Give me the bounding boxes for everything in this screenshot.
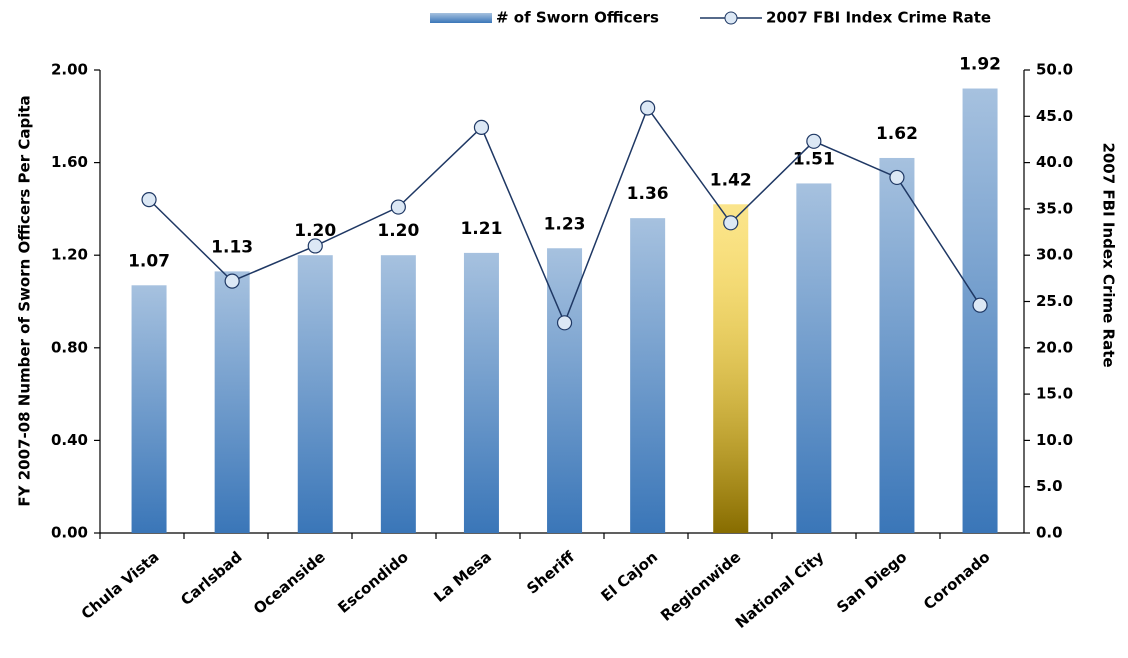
- y2-tick-label: 35.0: [1036, 199, 1073, 217]
- y2-tick-label: 5.0: [1036, 477, 1063, 495]
- line-marker: [224, 273, 240, 289]
- y-tick-label: 0.80: [51, 338, 88, 356]
- x-tick-label: National City: [732, 548, 828, 632]
- legend-label: # of Sworn Officers: [496, 9, 659, 27]
- line-marker: [390, 199, 406, 215]
- y2-tick-label: 50.0: [1036, 61, 1073, 79]
- line-marker: [640, 100, 656, 116]
- x-tick-label: Sheriff: [523, 547, 578, 598]
- y2-tick-label: 15.0: [1036, 385, 1073, 403]
- y2-tick-label: 30.0: [1036, 246, 1073, 264]
- y-tick-label: 0.40: [51, 431, 88, 449]
- data-label: 1.23: [544, 214, 586, 234]
- data-label: 1.36: [627, 184, 669, 204]
- line-marker: [806, 133, 822, 149]
- line-marker: [556, 315, 573, 331]
- y2-tick-label: 0.0: [1036, 524, 1063, 542]
- x-tick-label: Escondido: [334, 548, 411, 617]
- data-label: 1.51: [793, 149, 835, 169]
- data-label: 1.21: [460, 219, 502, 239]
- bar: [131, 285, 167, 533]
- y-axis-title: FY 2007-08 Number of Sworn Officers Per …: [16, 95, 34, 506]
- bar: [297, 255, 333, 533]
- line-marker: [723, 215, 739, 231]
- y2-tick-label: 40.0: [1036, 153, 1073, 171]
- data-label: 1.07: [128, 251, 170, 271]
- y-tick-label: 0.00: [51, 524, 88, 542]
- x-tick-label: El Cajon: [598, 548, 662, 605]
- y2-tick-label: 10.0: [1036, 431, 1073, 449]
- data-label: 1.62: [876, 124, 918, 144]
- line-marker: [141, 192, 157, 208]
- x-tick-label: Oceanside: [250, 548, 329, 618]
- bar: [796, 183, 832, 533]
- data-label: 1.20: [294, 221, 336, 241]
- x-tick-label: San Diego: [833, 548, 910, 617]
- x-tick-label: Coronado: [920, 548, 994, 614]
- line-marker: [473, 119, 490, 136]
- legend-marker: [724, 11, 738, 25]
- line-marker: [307, 238, 323, 254]
- x-tick-label: Chula Vista: [78, 548, 163, 623]
- y-tick-label: 1.60: [51, 153, 88, 171]
- y2-tick-label: 45.0: [1036, 107, 1073, 125]
- legend-label: 2007 FBI Index Crime Rate: [766, 9, 991, 27]
- data-label: 1.20: [377, 221, 419, 241]
- y2-tick-label: 20.0: [1036, 338, 1073, 356]
- bar: [214, 271, 250, 533]
- y-tick-label: 1.20: [51, 246, 88, 264]
- bar: [630, 218, 666, 533]
- bar: [380, 255, 416, 533]
- line-marker: [972, 297, 988, 313]
- y2-axis-title: 2007 FBI Index Crime Rate: [1100, 142, 1118, 367]
- legend-swatch: [430, 13, 492, 23]
- y2-tick-label: 25.0: [1036, 292, 1073, 310]
- bar: [879, 157, 915, 533]
- data-label: 1.92: [959, 55, 1001, 75]
- data-label: 1.42: [710, 170, 752, 190]
- data-label: 1.13: [211, 237, 253, 257]
- y-tick-label: 2.00: [51, 61, 88, 79]
- x-tick-label: La Mesa: [430, 548, 494, 606]
- bar-shade: [713, 204, 749, 533]
- line-marker: [889, 169, 905, 186]
- x-tick-label: Regionwide: [657, 548, 744, 625]
- bar: [463, 252, 499, 533]
- x-tick-label: Carlsbad: [177, 548, 245, 609]
